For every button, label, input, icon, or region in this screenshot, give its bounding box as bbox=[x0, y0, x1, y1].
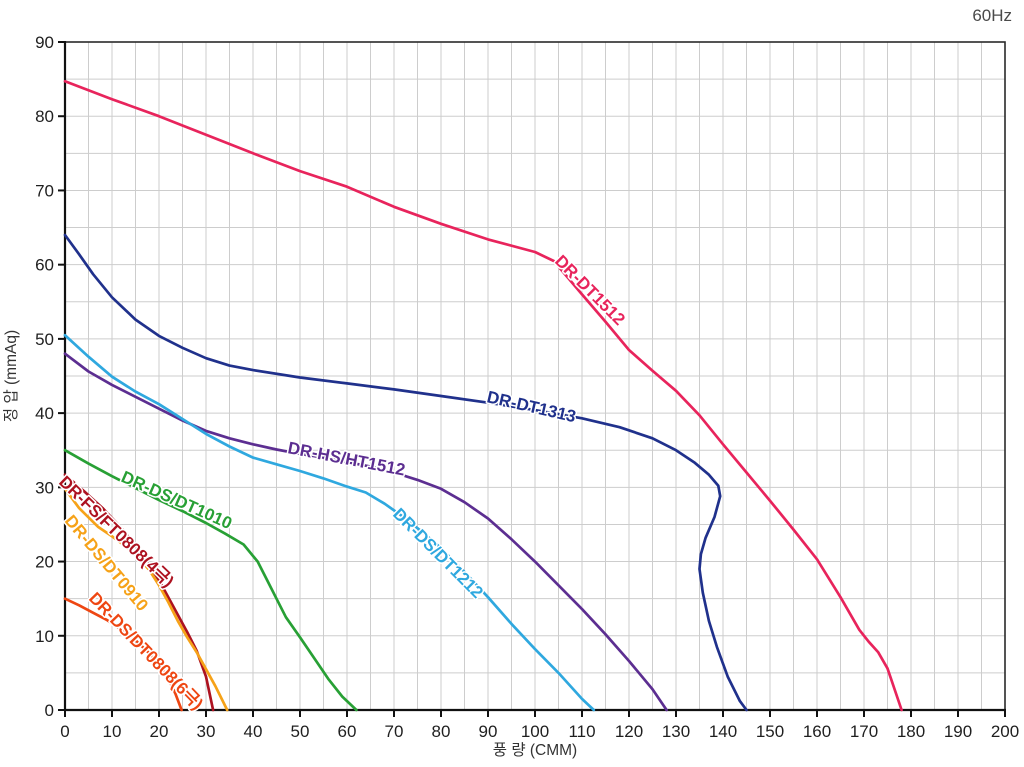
x-tick-label: 10 bbox=[103, 722, 122, 741]
x-tick-label: 50 bbox=[291, 722, 310, 741]
y-tick-label: 60 bbox=[35, 256, 54, 275]
x-tick-label: 40 bbox=[244, 722, 263, 741]
grid-lines bbox=[64, 41, 1006, 711]
frequency-annotation: 60Hz bbox=[972, 6, 1012, 25]
y-tick-label: 0 bbox=[45, 701, 54, 720]
x-tick-label: 0 bbox=[60, 722, 69, 741]
tick-marks bbox=[58, 41, 1006, 717]
x-tick-label: 60 bbox=[338, 722, 357, 741]
x-tick-label: 120 bbox=[615, 722, 643, 741]
curve-label-dr-ds-dt1212: DR-DS/DT1212 bbox=[389, 504, 487, 602]
x-tick-label: 190 bbox=[944, 722, 972, 741]
x-tick-label: 170 bbox=[850, 722, 878, 741]
y-tick-label: 30 bbox=[35, 478, 54, 497]
y-tick-label: 10 bbox=[35, 627, 54, 646]
x-tick-label: 80 bbox=[432, 722, 451, 741]
curve-dr-ds-dt0808-6극 bbox=[63, 597, 183, 712]
y-tick-label: 80 bbox=[35, 107, 54, 126]
x-tick-label: 30 bbox=[197, 722, 216, 741]
x-tick-label: 160 bbox=[803, 722, 831, 741]
x-tick-label: 200 bbox=[991, 722, 1019, 741]
x-tick-label: 110 bbox=[568, 722, 595, 741]
x-tick-label: 90 bbox=[479, 722, 498, 741]
curve-dr-ds-dt0910 bbox=[63, 487, 229, 712]
y-tick-label: 90 bbox=[35, 33, 54, 52]
y-axis-title: 정 압 (mmAq) bbox=[2, 330, 20, 422]
x-tick-label: 180 bbox=[897, 722, 925, 741]
x-tick-label: 20 bbox=[150, 722, 169, 741]
x-tick-label: 150 bbox=[756, 722, 784, 741]
curve-label-dr-dt1512: DR-DT1512 bbox=[551, 251, 629, 329]
y-tick-label: 40 bbox=[35, 404, 54, 423]
x-tick-label: 70 bbox=[385, 722, 404, 741]
curve-dr-hs-ht1512 bbox=[63, 352, 668, 712]
x-tick-label: 100 bbox=[521, 722, 549, 741]
curve-label-dr-dt1313: DR-DT1313 bbox=[485, 387, 578, 426]
curve-dr-dt1512 bbox=[63, 79, 903, 712]
curve-dr-dt1313 bbox=[63, 233, 748, 712]
y-tick-label: 70 bbox=[35, 181, 54, 200]
y-tick-label: 50 bbox=[35, 330, 54, 349]
x-tick-label: 130 bbox=[662, 722, 690, 741]
x-axis-title: 풍 량 (CMM) bbox=[493, 741, 577, 759]
y-tick-label: 20 bbox=[35, 553, 54, 572]
x-tick-label: 140 bbox=[709, 722, 737, 741]
curve-dr-ds-dt1212 bbox=[63, 333, 596, 712]
curve-dr-ds-dt1010 bbox=[63, 448, 358, 712]
